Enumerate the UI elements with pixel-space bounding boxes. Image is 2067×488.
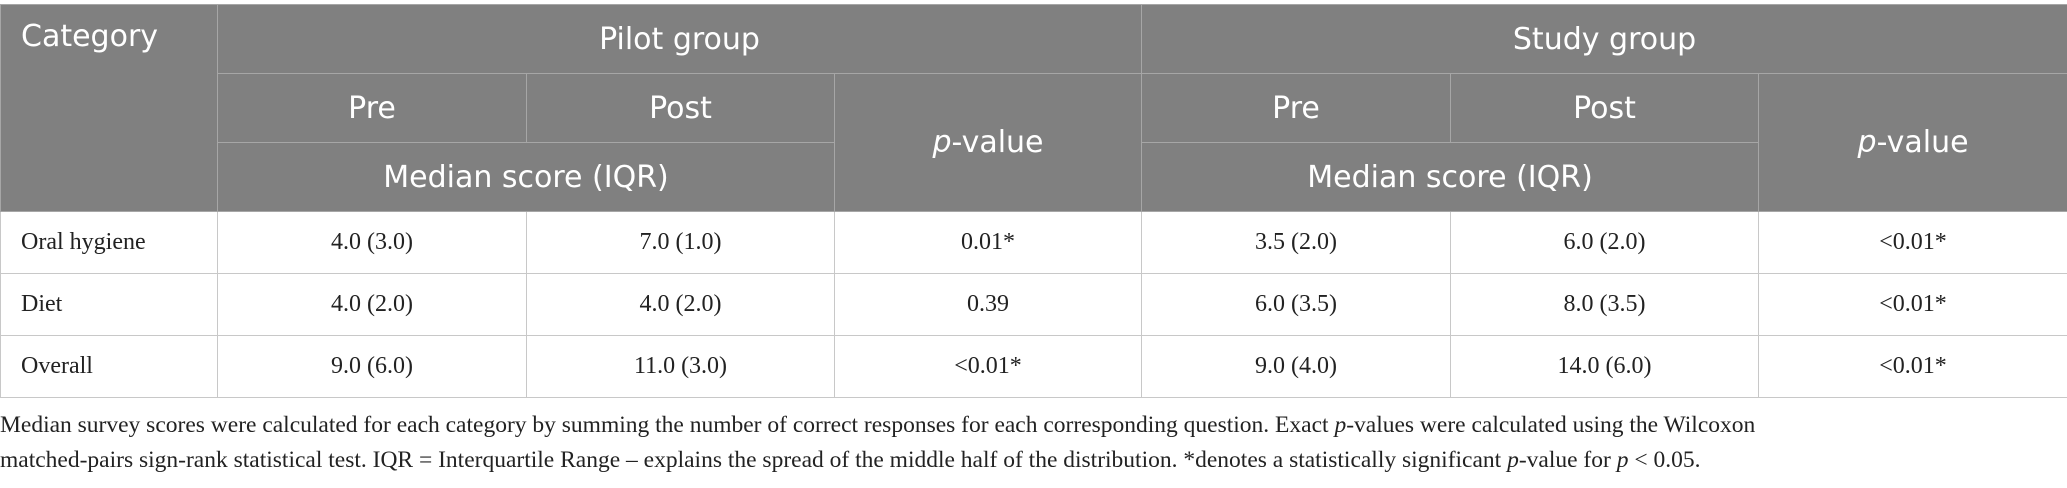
table-cell: <0.01* — [1758, 211, 2067, 274]
table-cell: 4.0 (3.0) — [217, 211, 527, 274]
table-cell: <0.01* — [1758, 273, 2067, 336]
table-cell: Oral hygiene — [0, 211, 218, 274]
footnote-text: p — [1507, 447, 1519, 473]
cell-text: Oral hygiene — [21, 229, 146, 255]
group-header: Pilot group — [216, 4, 1143, 74]
results-table: Category Pilot group Study group Pre Post p-v… — [0, 4, 2067, 398]
table-cell: 4.0 (2.0) — [217, 273, 527, 336]
header-text: Pre — [1272, 90, 1320, 126]
table-row: Oral hygiene 4.0 (3.0) 7.0 (1.0) 0.01* 3.5 (… — [0, 211, 2067, 274]
cell-text: 4.0 (2.0) — [639, 291, 722, 317]
cell-text: Overall — [21, 353, 93, 379]
footnote: Median survey scores were calculated for… — [0, 408, 2067, 478]
cell-text: <0.01* — [1879, 229, 1947, 255]
header-cell: Pre — [1141, 73, 1452, 143]
table-cell: <0.01* — [1758, 335, 2067, 398]
table-cell: 6.0 (2.0) — [1450, 211, 1760, 274]
header-text: Post — [649, 90, 712, 126]
table-cell: 14.0 (6.0) — [1450, 335, 1760, 398]
cell-text: 0.39 — [967, 291, 1010, 317]
footnote-text: Median survey scores were calculated for… — [0, 412, 1335, 438]
header-text: p — [932, 125, 952, 160]
footnote-line: matched-pairs sign-rank statistical test… — [0, 443, 2067, 478]
table-header: Category Pilot group Study group Pre Post p-v… — [0, 4, 2067, 212]
cell-text: <0.01* — [1879, 291, 1947, 317]
cell-text: 4.0 (3.0) — [331, 229, 413, 255]
footnote-text: -value for — [1518, 447, 1617, 473]
cell-text: 4.0 (2.0) — [331, 291, 413, 317]
group-name: Study group — [1512, 21, 1697, 57]
header-cell: Pre — [217, 73, 527, 143]
footnote-text: matched-pairs sign-rank statistical test… — [0, 447, 1508, 473]
cell-text: <0.01* — [954, 353, 1022, 379]
header-cell: Category — [0, 4, 218, 212]
cell-text: 3.5 (2.0) — [1255, 229, 1338, 255]
table-cell: 3.5 (2.0) — [1141, 211, 1452, 274]
cell-text: 14.0 (6.0) — [1557, 353, 1652, 379]
header-cell: p-value — [833, 73, 1143, 212]
table-cell: 4.0 (2.0) — [526, 273, 835, 336]
table-cell: 9.0 (6.0) — [217, 335, 527, 398]
header-row: Median score (IQR) Median score (IQR) — [1, 142, 2067, 212]
header-text: -value — [1876, 125, 1969, 160]
table-cell: Diet — [0, 273, 218, 336]
table-cell: 9.0 (4.0) — [1141, 335, 1452, 398]
table-row: Overall 9.0 (6.0) 11.0 (3.0) <0.01* 9.0 (4.0… — [0, 335, 2067, 398]
table-cell: 8.0 (3.5) — [1450, 273, 1760, 336]
cell-text: 6.0 (2.0) — [1563, 229, 1646, 255]
group-name: Pilot group — [599, 21, 760, 57]
header-text: -value — [951, 125, 1044, 160]
footnote-line: Median survey scores were calculated for… — [0, 408, 2067, 443]
header-text: Post — [1573, 90, 1636, 126]
header-row: Pre Post p-value Pre Post p-value — [1, 73, 2067, 212]
table-cell: <0.01* — [833, 335, 1143, 398]
header-text: Median score (IQR) — [1307, 159, 1593, 195]
cell-text: <0.01* — [1879, 353, 1947, 379]
table-cell: 7.0 (1.0) — [526, 211, 835, 274]
table-cell: Overall — [0, 335, 218, 398]
cell-text: 11.0 (3.0) — [633, 353, 728, 379]
header-row: Category Pilot group Study group — [0, 4, 2067, 212]
cell-text: 7.0 (1.0) — [639, 229, 722, 255]
header-cell: p-value — [1758, 73, 2067, 212]
header-cell: Median score (IQR) — [1141, 142, 1760, 212]
cell-text: 8.0 (3.5) — [1563, 291, 1646, 317]
footnote-text: -values were calculated using the Wilcox… — [1346, 412, 1756, 438]
footnote-text: p — [1616, 447, 1629, 473]
group-header: Study group — [1141, 4, 2067, 74]
footnote-text: < 0.05. — [1628, 447, 1701, 473]
table-cell: 11.0 (3.0) — [526, 335, 835, 398]
cell-text: 9.0 (6.0) — [331, 353, 413, 379]
header-text: Median score (IQR) — [383, 159, 669, 195]
table-row: Diet 4.0 (2.0) 4.0 (2.0) 0.39 6.0 (3.5) 8.0 (… — [0, 273, 2067, 336]
header-cell: Post — [526, 73, 835, 143]
header-text: Pre — [348, 90, 396, 126]
table-cell: 0.01* — [833, 211, 1143, 274]
table-cell: 6.0 (3.5) — [1141, 273, 1452, 336]
header-cell: Post — [1450, 73, 1760, 143]
cell-text: Diet — [21, 291, 63, 317]
cell-text: 0.01* — [961, 229, 1016, 255]
footnote-text: p — [1334, 412, 1347, 438]
table-body: Oral hygiene 4.0 (3.0) 7.0 (1.0) 0.01* 3.5 (… — [0, 211, 2067, 398]
cell-text: 6.0 (3.5) — [1255, 291, 1338, 317]
table-cell: 0.39 — [833, 273, 1143, 336]
cell-text: 9.0 (4.0) — [1255, 353, 1338, 379]
header-text: Category — [21, 19, 159, 54]
header-cell: Median score (IQR) — [217, 142, 835, 212]
header-text: p — [1857, 125, 1877, 160]
